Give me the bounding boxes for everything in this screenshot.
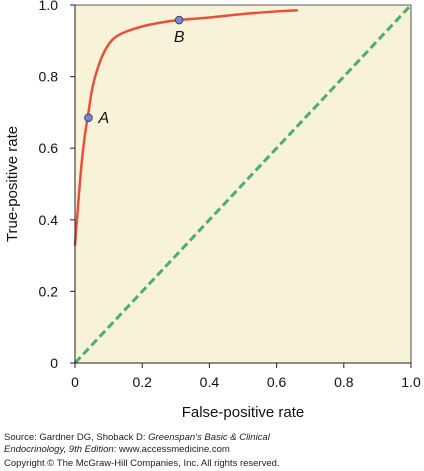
copyright-line: Copyright © The McGraw-Hill Companies, I…	[4, 458, 280, 469]
axis-ticks-layer: 0 0.2 0.4 0.6 0.8 1.0 0 0.2 0.4 0.6 0.8 1.0	[39, 0, 421, 390]
y-tick-label: 0.8	[39, 69, 59, 85]
source-credit-prefix: Source: Gardner DG, Shoback D:	[4, 432, 149, 443]
operating-point-a	[84, 113, 93, 123]
y-tick-label: 0	[50, 355, 58, 371]
operating-point-label-b: B	[174, 29, 185, 46]
source-book-title-part1: Greenspan's Basic & Clinical	[148, 432, 270, 443]
source-credit-line-1: Source: Gardner DG, Shoback D: Greenspan…	[4, 432, 420, 444]
reference-diagonal-line	[73, 3, 413, 365]
y-tick-label: 0.6	[39, 140, 59, 156]
operating-point-label-a: A	[97, 110, 109, 127]
source-credit-line-2: Endocrinology, 9th Edition: www.accessme…	[4, 444, 420, 456]
roc-curve-layer	[73, 9, 299, 247]
source-book-title-part2: Endocrinology, 9th Edition	[4, 444, 114, 455]
x-axis-label: False-positive rate	[182, 404, 305, 421]
reference-diagonal-layer	[73, 3, 413, 365]
x-tick-label: 0.8	[334, 374, 354, 390]
source-credit-url: : www.accessmedicine.com	[113, 444, 230, 455]
x-tick-label: 0	[71, 374, 79, 390]
y-tick-label: 1.0	[39, 0, 59, 13]
x-tick-label: 0.6	[267, 374, 287, 390]
roc-chart: 0 0.2 0.4 0.6 0.8 1.000.20.40.60.81.0 AB Fals…	[4, 0, 421, 421]
x-tick-label: 0.4	[200, 374, 220, 390]
operating-point-b	[174, 15, 184, 25]
y-tick-label: 0.4	[39, 212, 59, 228]
operating-points-layer: AB	[84, 15, 185, 127]
y-tick-label: 0.2	[39, 283, 59, 299]
roc-curve-line	[73, 9, 299, 247]
x-tick-label: 1.0	[401, 374, 421, 390]
y-axis-label: True-positive rate	[4, 126, 21, 242]
x-tick-label: 0.2	[132, 374, 152, 390]
